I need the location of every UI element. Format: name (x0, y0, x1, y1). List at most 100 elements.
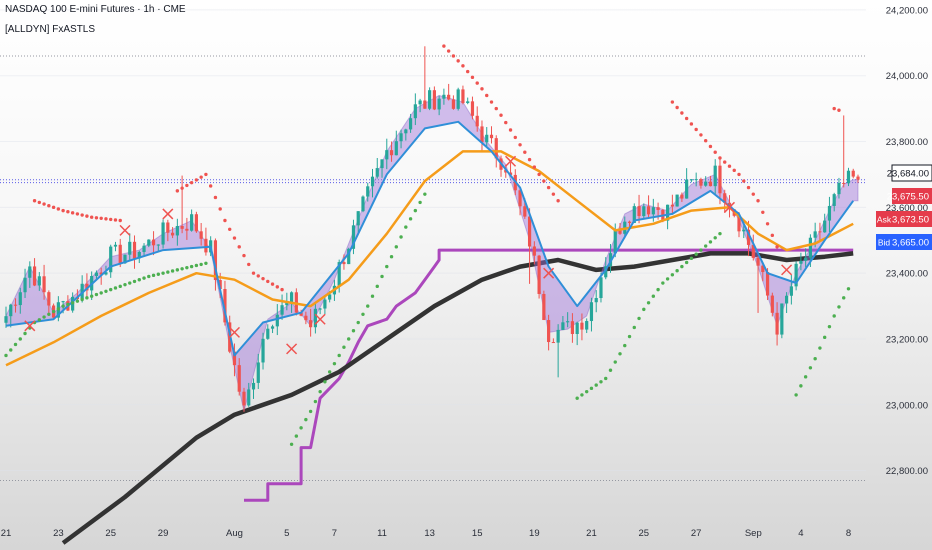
sar-dot-bear (761, 210, 765, 214)
candle-body (627, 221, 632, 223)
candle-body (261, 338, 265, 363)
candle-body (266, 328, 270, 339)
sar-dot-bull (66, 302, 70, 307)
candle (347, 247, 351, 265)
candle (142, 243, 146, 257)
sar-dot-bear (56, 207, 61, 211)
candle-body (466, 101, 470, 104)
signal-cross-stroke (505, 155, 517, 167)
sar-dot-bull (618, 352, 622, 356)
candle (423, 46, 427, 109)
sar-dot-bull (818, 346, 822, 350)
candle-body (408, 118, 413, 130)
candle-body (151, 239, 156, 246)
sar-dot-bull (42, 315, 46, 319)
candle-body (827, 205, 832, 221)
candle (132, 235, 137, 269)
sar-dot-bull (61, 304, 65, 308)
candle-body (147, 239, 151, 246)
candle-body (299, 312, 303, 316)
candle (585, 318, 589, 334)
candle-body (161, 222, 165, 245)
sar-dot-bull (651, 294, 656, 298)
candle (28, 261, 32, 288)
candle (185, 217, 189, 240)
close-price-label-box (892, 188, 932, 204)
candle-body (485, 134, 489, 143)
candle (47, 290, 51, 314)
sar-dot-bear (180, 186, 184, 190)
candle (194, 211, 198, 233)
sar-dot-bear (770, 233, 775, 238)
sar-dot-bull (423, 192, 427, 196)
sar-dot-bull (604, 376, 608, 381)
candle-body (618, 230, 622, 234)
sar-dot-bull (118, 284, 122, 289)
candle (832, 192, 836, 212)
candle-body (694, 179, 698, 181)
candle-body (423, 100, 427, 109)
sar-dot-bear (109, 217, 113, 222)
candle-body (613, 230, 617, 254)
candle (204, 227, 208, 256)
sar-dot-bull (632, 325, 636, 330)
candle-body (99, 272, 103, 275)
candle-body (666, 204, 670, 221)
candle-body (742, 229, 746, 232)
candle-body (837, 182, 841, 195)
sar-dot-bear (542, 179, 546, 183)
candle-body (527, 216, 532, 247)
sar-dot-bull (70, 301, 75, 305)
sar-dot-bull (308, 409, 313, 414)
candle (856, 174, 860, 183)
sar-dot-bull (832, 314, 836, 318)
candle (418, 98, 422, 113)
sar-dot-bear (737, 172, 741, 177)
sar-dot-bear (765, 222, 770, 226)
sar-dot-bull (327, 370, 332, 374)
candle-body (818, 231, 822, 233)
sar-dot-bull (642, 307, 646, 312)
candle (718, 157, 722, 205)
candle (827, 196, 832, 232)
candle (170, 227, 175, 239)
sar-dot-bear (185, 183, 189, 188)
sar-dot-bull (161, 271, 165, 275)
sar-dot-bear (713, 150, 717, 154)
candle-body (842, 182, 846, 184)
candle-body (523, 206, 527, 217)
candle (470, 96, 475, 120)
x-tick-label: 4 (798, 528, 803, 539)
sar-dot-bear (99, 216, 103, 221)
candle-body (137, 251, 141, 259)
y-tick-label: 22,800.00 (886, 466, 928, 477)
sar-dot-bull (661, 281, 665, 285)
candle (323, 297, 327, 315)
candle (356, 211, 360, 233)
sar-dot-bull (142, 276, 146, 280)
candle-body (642, 206, 646, 217)
candle-body (428, 90, 432, 109)
candle-body (737, 215, 741, 232)
candle-body (451, 99, 456, 109)
signal-cross (286, 343, 298, 355)
candle (589, 297, 594, 332)
candle (532, 241, 536, 265)
candle-body (813, 231, 817, 238)
sar-dot-bear (837, 108, 841, 112)
sar-dot-bull (347, 337, 351, 341)
sar-dot-bear (480, 87, 484, 91)
candle (770, 292, 774, 317)
candle (518, 187, 522, 216)
candle (713, 159, 717, 195)
candle (437, 95, 441, 116)
sar-dot-bull (694, 252, 698, 256)
sar-dot-bear (504, 120, 508, 125)
candle (451, 95, 456, 110)
candle-body (708, 181, 713, 187)
sar-dot-bull (104, 289, 108, 293)
sar-dot-bear (37, 200, 42, 205)
